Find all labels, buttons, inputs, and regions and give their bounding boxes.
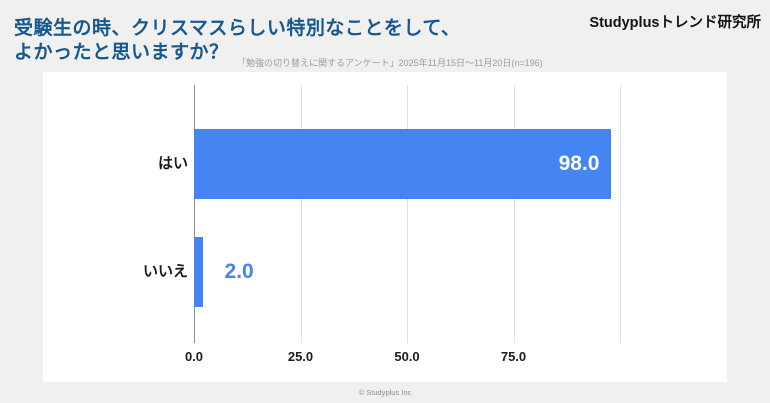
value-label-yes: 98.0: [558, 152, 600, 175]
survey-note: 「勉強の切り替えに関するアンケート」2025年11月15日～11月20日(n=1…: [237, 58, 543, 68]
page-title: 受験生の時、クリスマスらしい特別なことをして、 よかったと思いますか？: [14, 18, 461, 63]
bar-no: [194, 237, 203, 307]
bar-yes: [194, 129, 612, 199]
gridline-25: [300, 85, 302, 343]
gridline-100: [620, 85, 621, 343]
category-label-no: いいえ: [142, 263, 188, 280]
brand-logo-text: Studyplusトレンド研究所: [589, 15, 761, 31]
bar-chart: 0.0 25.0 50.0 75.0 はい 98.0 いいえ 2.0: [43, 72, 727, 382]
copyright: © Studyplus Inc: [358, 388, 412, 397]
category-label-yes: はい: [157, 155, 188, 172]
chart-card: 0.0 25.0 50.0 75.0 はい 98.0 いいえ 2.0: [43, 72, 727, 382]
gridline-75: [513, 85, 515, 343]
x-tick-label-0.0: 0.0: [184, 349, 204, 364]
gridline-0: [194, 85, 195, 343]
x-tick-label-75.0: 75.0: [500, 349, 527, 364]
x-tick-label-25.0: 25.0: [287, 349, 314, 364]
gridline-50: [407, 85, 408, 343]
value-label-no: 2.0: [224, 260, 254, 283]
x-tick-label-50.0: 50.0: [394, 349, 420, 364]
